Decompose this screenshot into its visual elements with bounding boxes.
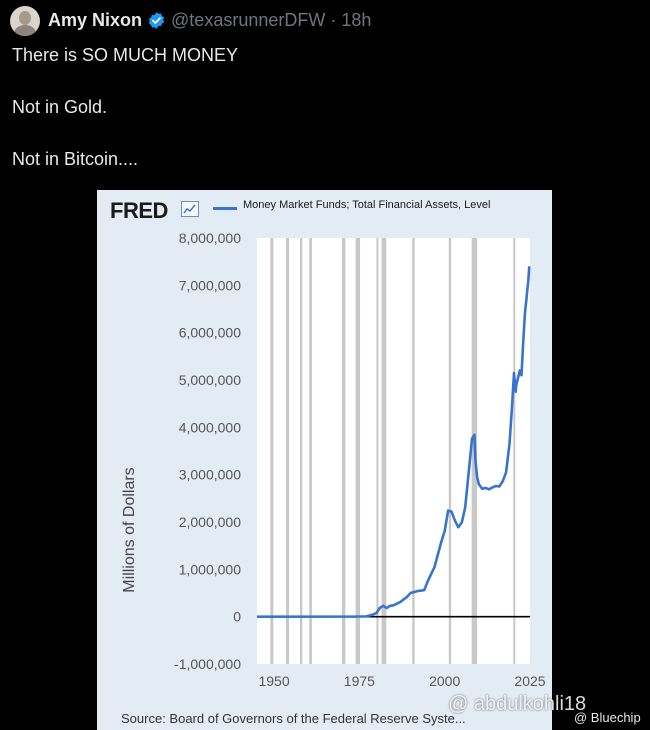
recession-bar xyxy=(355,238,361,664)
series-line xyxy=(256,266,531,619)
avatar-shoulders xyxy=(14,25,36,36)
recession-bar xyxy=(286,238,290,664)
handle-and-timestamp[interactable]: @texasrunnerDFW · 18h xyxy=(171,9,372,30)
tweet-line: Not in Bitcoin.... xyxy=(12,149,139,169)
y-tick-label: 5,000,000 xyxy=(179,372,241,388)
plot-area xyxy=(257,238,530,664)
display-name[interactable]: Amy Nixon xyxy=(48,9,143,30)
recession-bar xyxy=(270,238,274,664)
y-tick-label: 2,000,000 xyxy=(179,514,241,530)
recession-bar xyxy=(341,238,346,664)
tweet-line: There is SO MUCH MONEY xyxy=(12,45,239,65)
fred-chart-icon xyxy=(181,201,199,217)
x-tick-label: 1950 xyxy=(258,673,289,689)
watermark: @ abdulkohli18 xyxy=(448,693,587,715)
avatar[interactable] xyxy=(10,6,40,36)
y-tick-label: 7,000,000 xyxy=(179,277,241,293)
recession-bar xyxy=(309,238,312,664)
tweet-header: Amy Nixon @texasrunnerDFW · 18h xyxy=(48,9,371,31)
recession-bar xyxy=(376,238,379,664)
fred-line-chart: -1,000,000 0 1,000,000 2,000,000 3,000,000 4,… xyxy=(174,230,546,689)
y-tick-label: 1,000,000 xyxy=(179,561,241,577)
x-tick-label: 1975 xyxy=(344,673,375,689)
y-tick-label: 3,000,000 xyxy=(179,467,241,483)
y-tick-label: 4,000,000 xyxy=(179,419,241,435)
x-tick-label: 2000 xyxy=(429,673,460,689)
recession-bar xyxy=(381,238,387,664)
tweet-line: Not in Gold. xyxy=(12,97,108,117)
y-tick-label: 0 xyxy=(233,609,241,625)
legend-label: Money Market Funds; Total Financial Asse… xyxy=(243,199,491,211)
avatar-face xyxy=(19,11,31,25)
recession-bar xyxy=(412,238,415,664)
fred-logo: FRED xyxy=(110,198,168,223)
recession-bar xyxy=(448,238,452,664)
legend-swatch xyxy=(213,207,237,210)
x-tick-label: 2025 xyxy=(514,673,545,689)
chart-image-card[interactable]: FRED Money Market Funds; Total Financial… xyxy=(97,190,552,730)
watermark-bluechip: @ Bluechip xyxy=(574,710,641,725)
y-tick-label: -1,000,000 xyxy=(174,656,241,672)
y-tick-label: 8,000,000 xyxy=(179,230,241,246)
tweet-text: There is SO MUCH MONEY Not in Gold. Not … xyxy=(12,44,238,200)
y-tick-label: 6,000,000 xyxy=(179,325,241,341)
recession-bar xyxy=(513,238,516,664)
verified-badge-icon xyxy=(147,11,166,30)
recession-bar xyxy=(299,238,303,664)
source-note: Source: Board of Governors of the Federa… xyxy=(121,711,466,726)
y-axis-title: Millions of Dollars xyxy=(121,467,138,593)
